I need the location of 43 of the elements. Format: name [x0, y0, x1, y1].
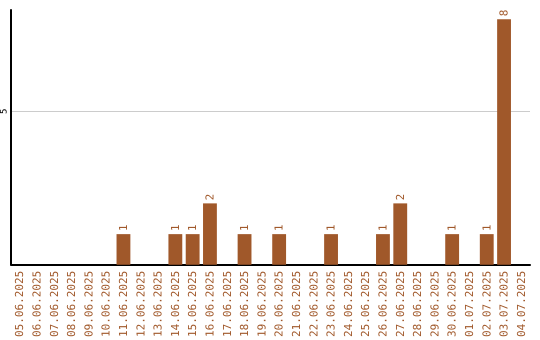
data-label: 2: [394, 194, 407, 200]
x-tick-label: 21.06.2025: [290, 270, 303, 338]
x-tick-label: 11.06.2025: [116, 270, 130, 338]
x-tick-label: 07.06.2025: [48, 270, 61, 338]
x-tick-label: 01.07.2025: [462, 270, 476, 338]
x-tick-label: 30.06.2025: [446, 270, 459, 338]
x-tick-label: 15.06.2025: [186, 270, 200, 338]
x-tick-label: 16.06.2025: [203, 270, 216, 338]
x-tick-label: 24.06.2025: [342, 270, 355, 338]
x-tick-label: 13.06.2025: [152, 270, 165, 338]
data-label: 1: [238, 224, 252, 232]
x-tick-label: 10.06.2025: [100, 270, 113, 338]
x-tick-label: 06.06.2025: [30, 270, 44, 338]
x-tick-label: 09.06.2025: [82, 270, 96, 338]
x-tick-label: 25.06.2025: [359, 270, 372, 338]
data-label: 1: [272, 224, 286, 232]
x-tick-label: 05.06.2025: [13, 270, 26, 338]
x-tick-label: 28.06.2025: [411, 270, 424, 338]
data-label: 1: [376, 224, 390, 232]
x-tick-label: 29.06.2025: [428, 270, 442, 338]
data-label: 1: [168, 224, 182, 232]
x-tick-label: 26.06.2025: [376, 270, 390, 338]
data-label: 2: [203, 194, 216, 200]
x-tick-label: 12.06.2025: [134, 270, 148, 338]
data-label: 8: [498, 10, 511, 16]
x-tick-label: 22.06.2025: [307, 270, 320, 338]
data-label: 1: [186, 224, 200, 232]
x-tick-label: 27.06.2025: [394, 270, 407, 338]
x-tick-label: 20.06.2025: [272, 270, 286, 338]
x-tick-label: 17.06.2025: [220, 270, 234, 338]
data-label: 1: [480, 224, 494, 232]
y-tick-label: 5: [0, 108, 10, 114]
x-tick-label: 19.06.2025: [255, 270, 268, 338]
x-tick-label: 23.06.2025: [324, 270, 338, 338]
x-tick-label: 14.06.2025: [168, 270, 182, 338]
x-tick-label: 03.07.2025: [498, 270, 511, 338]
data-label: 1: [446, 224, 459, 232]
x-tick-label: 04.07.2025: [514, 270, 528, 338]
data-label: 1: [116, 224, 130, 232]
x-tick-label: 18.06.2025: [238, 270, 252, 338]
data-label: 1: [324, 224, 338, 232]
x-tick-label: 08.06.2025: [65, 270, 78, 338]
x-tick-label: 02.07.2025: [480, 270, 494, 338]
